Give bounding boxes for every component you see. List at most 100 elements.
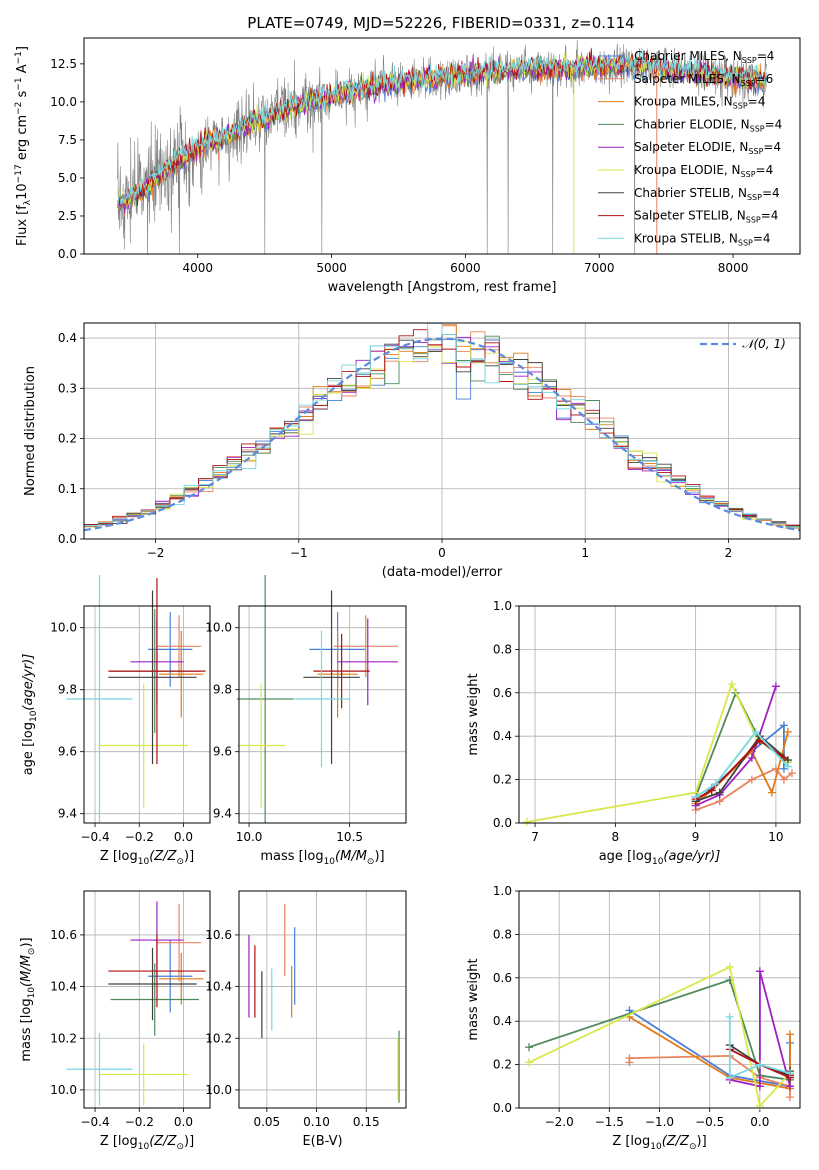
legend-entry: Salpeter MILES, NSSP=6 xyxy=(598,72,773,88)
errorbar-chabrier-elodie xyxy=(236,575,294,823)
histogram-steps xyxy=(84,323,800,532)
x-tick-label: 1 xyxy=(581,546,589,560)
weight-marker xyxy=(715,788,724,797)
errorbar-kroupa-miles xyxy=(159,630,204,718)
x-tick-label: 10.5 xyxy=(336,830,363,844)
x-tick-label: 0.0 xyxy=(174,830,193,844)
weight-marker xyxy=(787,769,796,778)
y-axis-label: Flux [fλ10−17 erg cm−2 s−1 A−1] xyxy=(14,46,33,246)
histogram-kroupa-stelib xyxy=(84,323,800,528)
y-tick-label: 2.5 xyxy=(58,209,77,223)
x-tick-label: 0.10 xyxy=(303,1115,330,1129)
errorbar-kroupa-miles xyxy=(159,953,204,1005)
y-tick-label: 9.4 xyxy=(213,807,232,821)
legend-entry: Chabrier MILES, NSSP=4 xyxy=(598,49,774,65)
weight-marker xyxy=(779,764,788,773)
errorbar-salpeter-miles xyxy=(333,615,398,678)
y-tick-label: 0.0 xyxy=(58,247,77,261)
axes-frame xyxy=(238,605,407,824)
x-tick-label: 10 xyxy=(768,830,783,844)
weight-marker xyxy=(725,1012,734,1021)
weight-marker xyxy=(771,682,780,691)
histogram-salpeter-stelib xyxy=(84,329,800,526)
x-axis-label: Z [log10(Z/Z⊙)] xyxy=(612,1134,706,1152)
weight-line xyxy=(695,730,789,798)
weight-marker xyxy=(755,967,764,976)
weight-line xyxy=(695,686,777,807)
y-tick-label: 10.2 xyxy=(205,1031,232,1045)
legend-label: Chabrier STELIB, NSSP=4 xyxy=(634,186,780,202)
legend-label: Kroupa STELIB, NSSP=4 xyxy=(634,231,771,247)
mass-vs-metallicity-panel: −0.4 −0.2 0.0 10.0 10.2 10.4 10.6 Z [log10(Z/Z⊙… xyxy=(19,890,211,1152)
weight-marker xyxy=(779,775,788,784)
x-tick-label: −0.4 xyxy=(80,830,109,844)
weight-marker xyxy=(785,1069,794,1078)
y-axis-label: mass [log10(M/M⊙)] xyxy=(19,937,37,1061)
y-tick-label: 0.8 xyxy=(493,642,512,656)
weight-line xyxy=(528,965,791,1108)
weight-marker xyxy=(779,721,788,730)
x-axis-label: Z [log10(Z/Z⊙)] xyxy=(100,849,194,867)
weight-marker xyxy=(783,727,792,736)
y-tick-label: 12.5 xyxy=(50,57,77,71)
errorbar-chabrier-stelib xyxy=(108,947,197,1021)
x-tick-label: 2 xyxy=(725,546,733,560)
weight-vs-age-panel: 7 8 9 10 0.0 0.2 0.4 0.6 0.8 1.0 age [log10(age/yr… xyxy=(466,599,801,867)
errorbar-kroupa-elodie xyxy=(99,683,188,808)
axes-frame xyxy=(518,605,801,824)
weight-line xyxy=(528,978,791,1081)
y-tick-label: 10.2 xyxy=(50,1031,77,1045)
x-tick-label: 4000 xyxy=(182,261,213,275)
age-vs-metallicity-panel: −0.4 −0.2 0.0 9.4 9.6 9.8 10.0 Z [log10(Z/Z⊙)] a… xyxy=(21,575,211,867)
weight-series-kroupa-stelib xyxy=(725,1012,794,1082)
x-tick-label: −0.4 xyxy=(80,1115,109,1129)
y-tick-label: 1.0 xyxy=(493,884,512,898)
legend-entry: Salpeter ELODIE, NSSP=4 xyxy=(598,140,781,156)
weight-marker xyxy=(755,736,764,745)
y-tick-label: 10.4 xyxy=(205,980,232,994)
weight-marker xyxy=(755,1060,764,1069)
x-tick-label: 7000 xyxy=(584,261,615,275)
weight-marker xyxy=(711,779,720,788)
axes-frame xyxy=(238,890,407,1109)
y-axis-label: mass weight xyxy=(466,673,481,755)
y-tick-label: 9.4 xyxy=(58,807,77,821)
weight-line xyxy=(728,1016,791,1079)
legend-entry: Chabrier STELIB, NSSP=4 xyxy=(598,186,780,202)
errorbar-kroupa-elodie xyxy=(236,683,286,808)
spectrum-line-kroupa-stelib xyxy=(117,47,767,207)
legend-label: Chabrier ELODIE, NSSP=4 xyxy=(634,117,782,133)
x-axis-label: E(B-V) xyxy=(302,1134,342,1149)
y-tick-label: 10.0 xyxy=(50,1083,77,1097)
x-tick-label: 0.0 xyxy=(750,1115,769,1129)
y-tick-label: 1.0 xyxy=(493,599,512,613)
y-tick-label: 0.3 xyxy=(58,381,77,395)
x-tick-label: −0.2 xyxy=(125,830,154,844)
legend-entry: Kroupa STELIB, NSSP=4 xyxy=(598,231,771,247)
legend-label: Kroupa ELODIE, NSSP=4 xyxy=(634,163,773,179)
weight-marker xyxy=(707,786,716,795)
x-tick-label: −2 xyxy=(147,546,165,560)
weight-line xyxy=(729,971,791,1088)
figure-title: PLATE=0749, MJD=52226, FIBERID=0331, z=0… xyxy=(247,14,634,32)
x-tick-label: 5000 xyxy=(316,261,347,275)
mass-vs-ebv-panel: 0.05 0.10 0.15 10.0 10.2 10.4 10.6 E(B-V) xyxy=(205,890,407,1149)
x-axis-label: wavelength [Angstrom, rest frame] xyxy=(328,280,557,295)
weight-marker xyxy=(525,1043,534,1052)
y-axis-label: age [log10(age/yr)] xyxy=(21,654,39,776)
y-tick-label: 0.6 xyxy=(493,971,512,985)
y-tick-label: 0.4 xyxy=(58,331,77,345)
spectrum-lines xyxy=(117,40,767,254)
y-tick-label: 0.8 xyxy=(493,927,512,941)
x-tick-label: 9 xyxy=(692,830,700,844)
x-axis-label: age [log10(age/yr)] xyxy=(599,849,721,867)
axes-frame xyxy=(83,37,801,255)
x-axis-label: (data-model)/error xyxy=(382,565,503,580)
x-tick-label: −1 xyxy=(290,546,308,560)
y-tick-label: 0.0 xyxy=(493,1101,512,1115)
errorbar-chabrier-stelib xyxy=(303,590,360,765)
errorbar-kroupa-stelib xyxy=(293,630,350,768)
x-axis-label: mass [log10(M/M⊙)] xyxy=(260,849,384,867)
y-tick-label: 0.4 xyxy=(493,1014,512,1028)
